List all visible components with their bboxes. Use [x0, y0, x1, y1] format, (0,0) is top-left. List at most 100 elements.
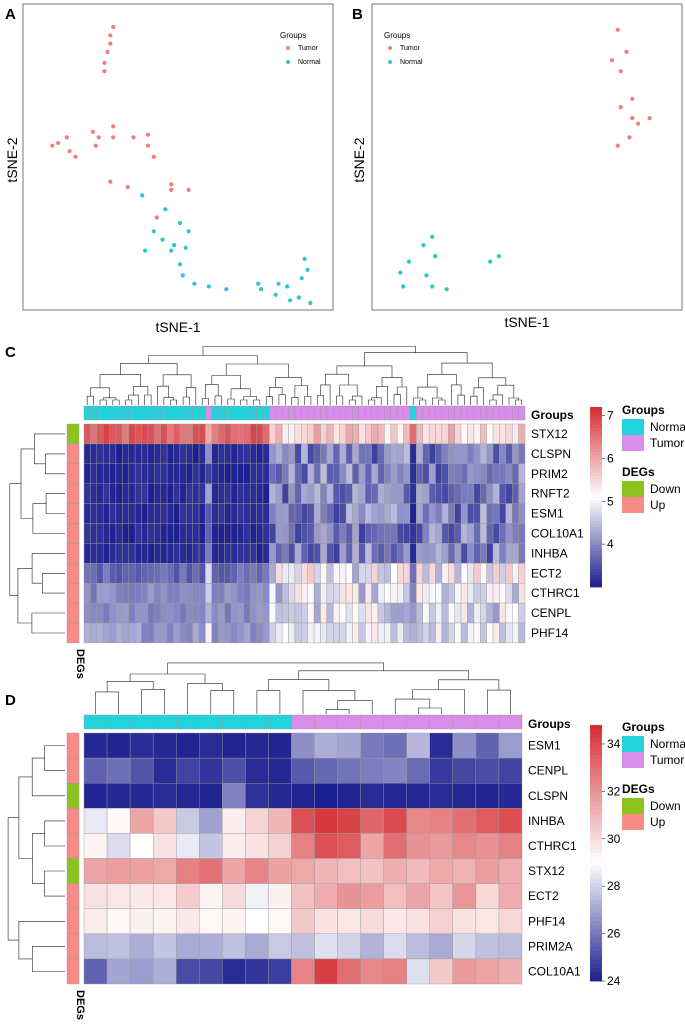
heat-c-cell-4-21 [218, 503, 225, 524]
heat-c-cell-10-41 [345, 622, 353, 644]
heat-d-row-label-8: PRIM2A [528, 939, 573, 953]
heat-c-cell-5-56 [441, 523, 449, 544]
heat-c-cell-4-35 [307, 503, 315, 524]
heat-c-col-dendro-link-11 [163, 397, 174, 405]
heat-c-group-cell-44 [365, 405, 372, 421]
heat-d-cell-1-12 [360, 757, 384, 784]
heat-c-colorbar-step-32 [590, 503, 602, 507]
heat-d-cell-4-9 [291, 833, 315, 859]
heat-c-col-dendro-link-12 [157, 385, 169, 405]
heat-c-cell-8-51 [409, 583, 417, 604]
heat-c-cell-2-21 [218, 463, 225, 484]
heat-c-cell-0-67 [512, 423, 519, 445]
heat-c-cell-5-24 [237, 523, 244, 544]
heat-d-cell-4-14 [406, 833, 430, 859]
heat-c-legend-tumor-label: Tumor [650, 436, 684, 450]
heat-d-colorbar-step-6 [590, 750, 602, 756]
heat-c-cell-1-46 [377, 443, 385, 464]
heat-c-cell-5-26 [249, 523, 257, 544]
heat-d-group-cell-5 [199, 714, 223, 730]
heat-d-cell-3-14 [406, 808, 430, 834]
heat-c-group-cell-43 [358, 405, 366, 421]
heat-c-col-dendro-link-46 [396, 386, 408, 405]
heat-c-cell-10-15 [179, 622, 187, 644]
heat-c-deg-cell-2 [66, 463, 80, 484]
heat-c-cell-3-67 [512, 483, 519, 504]
plot-a-frame [22, 3, 334, 311]
heat-c-cell-9-12 [160, 602, 168, 624]
heat-c-cell-1-52 [416, 443, 423, 464]
heat-c-cell-0-14 [173, 423, 181, 445]
plot-b-point-normal-2 [433, 254, 438, 259]
heat-c-cell-9-54 [428, 602, 436, 624]
heat-c-colorbar-step-50 [590, 557, 602, 561]
heat-d-row-label-7: PHF14 [528, 914, 566, 928]
heat-c-cell-6-61 [473, 543, 481, 564]
heat-c-cell-0-1 [90, 423, 97, 445]
heat-c-cell-8-63 [486, 583, 494, 604]
heat-c-cell-10-36 [313, 622, 321, 644]
plot-b-point-tumor-6 [630, 116, 635, 121]
heat-c-cell-4-68 [518, 503, 526, 524]
heat-c-cell-7-28 [262, 563, 270, 584]
heat-d-col-dendro-link-1 [141, 689, 165, 714]
heat-c-cell-4-9 [141, 503, 149, 524]
heat-c-cell-3-15 [179, 483, 187, 504]
heat-c-cell-2-23 [230, 463, 238, 484]
heat-c-cell-4-41 [345, 503, 353, 524]
heat-c-cell-9-60 [467, 602, 475, 624]
heat-d-cell-3-2 [129, 808, 154, 834]
heat-c-cell-2-14 [173, 463, 181, 484]
heat-c-cell-5-10 [147, 523, 155, 544]
heat-c-col-dendro-link-42 [368, 399, 376, 405]
heat-c-cell-6-30 [275, 543, 283, 564]
heat-c-group-cell-6 [122, 405, 129, 421]
heat-c-cell-0-26 [249, 423, 257, 445]
heat-c-cell-8-38 [326, 583, 334, 604]
heat-c-cell-7-46 [377, 563, 385, 584]
plot-a-point-normal-20 [288, 298, 293, 303]
heat-c-cell-10-13 [166, 622, 174, 644]
heat-c-group-cell-38 [326, 405, 334, 421]
heat-c-row-label-1: CLSPN [531, 447, 571, 461]
heat-c-colorbar-step-36 [590, 515, 602, 519]
heat-c-cell-1-27 [256, 443, 264, 464]
heat-c-cell-3-51 [409, 483, 417, 504]
heat-c-colorbar-step-35 [590, 512, 602, 516]
heat-c-cell-10-28 [262, 622, 270, 644]
heat-c-cell-1-6 [122, 443, 129, 464]
heat-d-colorbar-step-11 [590, 771, 602, 777]
heat-c-cell-4-61 [473, 503, 481, 524]
heat-c-deg-cell-3 [66, 483, 80, 504]
heat-c-cell-1-63 [486, 443, 494, 464]
heat-d-cell-0-12 [360, 732, 384, 759]
heat-c-cell-1-35 [307, 443, 315, 464]
heat-c-cell-6-28 [262, 543, 270, 564]
heat-c-col-dendro-link-24 [230, 388, 251, 399]
heat-c-cell-6-11 [154, 543, 161, 564]
heat-d-col-dendro-link-8 [337, 700, 373, 714]
heat-c-group-cell-52 [416, 405, 423, 421]
heat-d-colorbar-step-53 [590, 951, 602, 956]
plot-b-point-normal-10 [496, 254, 501, 259]
heat-c-cell-10-33 [294, 622, 302, 644]
heat-c-cell-8-8 [134, 583, 142, 604]
heat-d-row-label-2: CLSPN [528, 789, 568, 803]
heat-c-cell-2-47 [384, 463, 391, 484]
heat-d-cell-8-13 [383, 933, 407, 960]
heat-c-cell-5-23 [230, 523, 238, 544]
heat-c-cell-3-42 [352, 483, 360, 504]
heat-c-cell-7-52 [416, 563, 423, 584]
heat-d-colorbar-step-49 [590, 934, 602, 939]
heat-c-cell-10-63 [486, 622, 494, 644]
heat-c-cell-8-48 [390, 583, 398, 604]
heat-d-cell-7-15 [429, 908, 454, 935]
heat-c-cell-7-14 [173, 563, 181, 584]
plot-a-point-normal-3 [151, 229, 156, 234]
heat-c-cell-10-17 [192, 622, 200, 644]
heat-c-deg-cell-4 [66, 503, 80, 524]
heat-c-cell-7-29 [269, 563, 276, 584]
heat-c-cell-4-36 [313, 503, 321, 524]
plot-b-point-normal-7 [430, 284, 435, 289]
heat-c-cell-7-60 [467, 563, 475, 584]
